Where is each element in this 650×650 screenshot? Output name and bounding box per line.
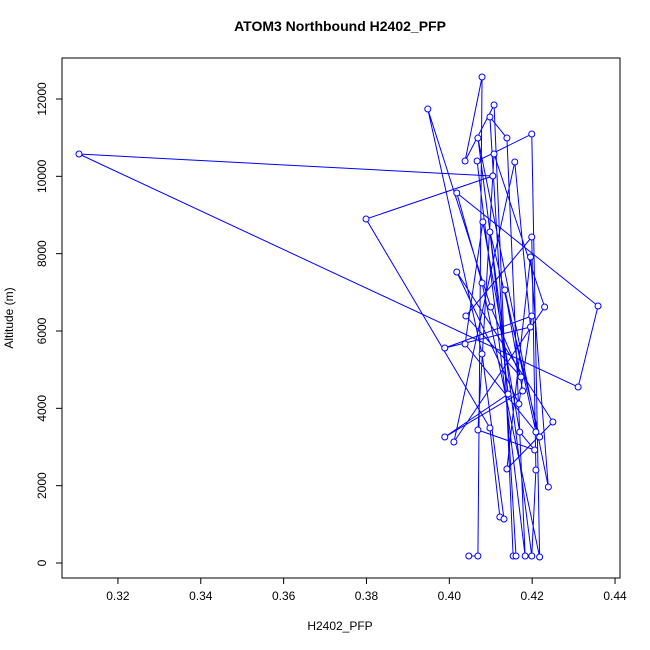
plot-frame: [61, 57, 621, 579]
point: [500, 515, 508, 523]
x-tick-label: 0.44: [603, 589, 627, 603]
point: [541, 303, 549, 311]
point: [528, 130, 536, 138]
point: [478, 279, 486, 287]
point: [424, 105, 432, 113]
chart-title: ATOM3 Northbound H2402_PFP: [234, 18, 446, 34]
point: [528, 233, 536, 241]
point: [490, 150, 498, 158]
x-tick-label: 0.36: [272, 589, 296, 603]
point: [503, 465, 511, 473]
point: [474, 426, 482, 434]
y-tick-label: 6000: [35, 317, 49, 344]
point: [549, 418, 557, 426]
point: [478, 73, 486, 81]
point: [532, 428, 540, 436]
point: [517, 373, 525, 381]
point: [536, 553, 544, 561]
point: [574, 383, 582, 391]
point: [478, 350, 486, 358]
point: [362, 215, 370, 223]
series-line: [78, 76, 599, 558]
point: [462, 312, 470, 320]
point: [594, 302, 602, 310]
point: [441, 344, 449, 352]
y-tick-label: 0: [35, 559, 49, 566]
point: [504, 390, 512, 398]
point: [441, 433, 449, 441]
y-tick-label: 8000: [35, 240, 49, 267]
point: [489, 172, 497, 180]
point: [486, 424, 494, 432]
point: [450, 438, 458, 446]
point: [532, 466, 540, 474]
point: [512, 552, 520, 560]
x-tick-label: 0.34: [189, 589, 213, 603]
point: [487, 303, 495, 311]
point: [501, 286, 509, 294]
y-tick-label: 12000: [35, 82, 49, 116]
point: [536, 433, 544, 441]
point: [474, 552, 482, 560]
point: [473, 157, 481, 165]
point: [516, 428, 524, 436]
y-tick-label: 10000: [35, 159, 49, 193]
x-tick-label: 0.38: [355, 589, 379, 603]
point: [527, 323, 535, 331]
x-tick-label: 0.40: [438, 589, 462, 603]
y-tick-label: 4000: [35, 395, 49, 422]
point: [461, 340, 469, 348]
point: [474, 134, 482, 142]
point: [527, 253, 535, 261]
x-axis-label: H2402_PFP: [307, 619, 372, 633]
point: [453, 189, 461, 197]
point: [528, 552, 536, 560]
point: [465, 552, 473, 560]
point: [479, 218, 487, 226]
y-axis-label: Altitude (m): [2, 287, 16, 348]
point: [75, 150, 83, 158]
point: [486, 228, 494, 236]
point: [490, 101, 498, 109]
point: [511, 158, 519, 166]
y-tick-label: 2000: [35, 472, 49, 499]
point: [519, 387, 527, 395]
point: [461, 157, 469, 165]
point: [515, 400, 523, 408]
point: [544, 483, 552, 491]
x-tick-label: 0.32: [106, 589, 130, 603]
x-tick-label: 0.42: [520, 589, 544, 603]
point: [453, 268, 461, 276]
point: [486, 113, 494, 121]
point: [503, 134, 511, 142]
point: [521, 552, 529, 560]
point: [528, 312, 536, 320]
point: [531, 446, 539, 454]
